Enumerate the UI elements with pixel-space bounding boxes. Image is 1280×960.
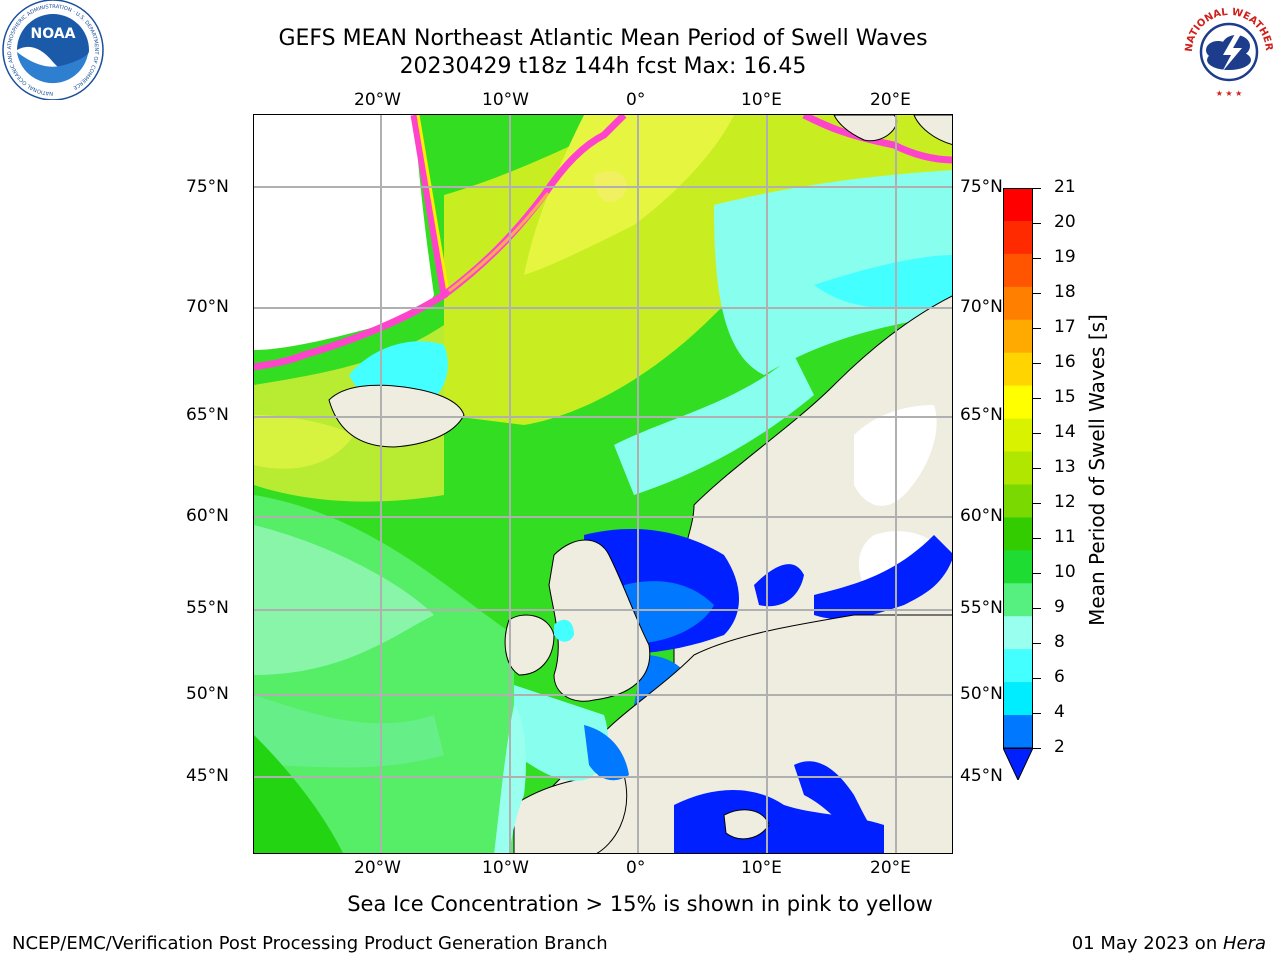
lon-label-10e-bottom: 10°E [741, 858, 782, 878]
colorbar-tick-label: 13 [1054, 457, 1076, 477]
colorbar-tick-label: 8 [1054, 632, 1065, 652]
lon-label-10w-bottom: 10°W [482, 858, 529, 878]
footer-date-text: 01 May 2023 on [1071, 933, 1223, 954]
colorbar-band [1003, 682, 1033, 716]
colorbar-tick-label: 12 [1054, 492, 1076, 512]
lat-label-50n-left: 50°N [186, 684, 229, 704]
colorbar-tick-label: 14 [1054, 422, 1076, 442]
lon-label-20e-top: 20°E [870, 90, 911, 110]
colorbar-tick-label: 9 [1054, 597, 1065, 617]
lon-label-0-bottom: 0° [626, 858, 646, 878]
footer-credit: NCEP/EMC/Verification Post Processing Pr… [12, 933, 608, 954]
svg-text:NOAA: NOAA [31, 26, 76, 42]
colorbar-tick-mark [1033, 573, 1041, 574]
lat-label-60n-left: 60°N [186, 506, 229, 526]
colorbar-tick-mark [1033, 678, 1041, 679]
colorbar-tick-mark [1033, 538, 1041, 539]
lon-label-10w-top: 10°W [482, 90, 529, 110]
colorbar-tick-label: 17 [1054, 317, 1076, 337]
colorbar-tick-mark [1033, 748, 1041, 749]
lon-label-20w-bottom: 20°W [354, 858, 401, 878]
colorbar-tick-label: 19 [1054, 247, 1076, 267]
colorbar-band [1003, 550, 1033, 584]
colorbar-tick-mark [1033, 643, 1041, 644]
colorbar-tick-label: 20 [1054, 212, 1076, 232]
colorbar-tick-mark [1033, 363, 1041, 364]
colorbar-band [1003, 319, 1033, 354]
colorbar-band [1003, 583, 1033, 617]
colorbar-tick-mark [1033, 433, 1041, 434]
colorbar-tick-label: 15 [1054, 387, 1076, 407]
colorbar-band [1003, 352, 1033, 387]
colorbar-tick-mark [1033, 608, 1041, 609]
lat-label-45n-left: 45°N [186, 766, 229, 786]
colorbar-tick-mark [1033, 503, 1041, 504]
lat-label-75n-right: 75°N [960, 177, 1003, 197]
lat-label-65n-left: 65°N [186, 405, 229, 425]
colorbar-tick-mark [1033, 468, 1041, 469]
colorbar-tick-label: 11 [1054, 527, 1076, 547]
forecast-subtitle: 20230429 t18z 144h fcst Max: 16.45 [399, 54, 807, 79]
colorbar-tick-label: 6 [1054, 667, 1065, 687]
lat-label-60n-right: 60°N [960, 506, 1003, 526]
footer-date: 01 May 2023 on Hera [1072, 933, 1266, 954]
map-panel [253, 114, 953, 854]
lat-label-50n-right: 50°N [960, 684, 1003, 704]
map-title: GEFS MEAN Northeast Atlantic Mean Period… [278, 26, 928, 51]
colorbar-tick-mark [1033, 188, 1041, 189]
colorbar-tick-mark [1033, 398, 1041, 399]
colorbar-extension [1003, 747, 1033, 780]
lat-label-55n-left: 55°N [186, 598, 229, 618]
colorbar-tick-label: 18 [1054, 282, 1076, 302]
colorbar-band [1003, 451, 1033, 485]
colorbar-band [1003, 484, 1033, 518]
colorbar-tick-label: 2 [1054, 737, 1065, 757]
lat-label-55n-right: 55°N [960, 598, 1003, 618]
lat-label-70n-left: 70°N [186, 297, 229, 317]
lon-label-0-top: 0° [626, 90, 646, 110]
lat-label-45n-right: 45°N [960, 766, 1003, 786]
map-canvas [254, 115, 952, 853]
colorbar-tick-mark [1033, 258, 1041, 259]
colorbar-tick-label: 10 [1054, 562, 1076, 582]
colorbar-tick-label: 16 [1054, 352, 1076, 372]
noaa-logo: NATIONAL OCEANIC AND ATMOSPHERIC ADMINIS… [2, 0, 104, 100]
colorbar-band [1003, 385, 1033, 420]
sea-ice-note: Sea Ice Concentration > 15% is shown in … [347, 892, 933, 916]
colorbar-band [1003, 517, 1033, 551]
lon-label-10e-top: 10°E [741, 90, 782, 110]
colorbar-tick-label: 21 [1054, 177, 1076, 197]
svg-text:★ ★ ★: ★ ★ ★ [1216, 89, 1243, 98]
colorbar-band [1003, 253, 1033, 288]
nws-logo: NATIONAL WEATHER SERVICE ★ ★ ★ [1178, 0, 1277, 100]
footer-machine: Hera [1222, 933, 1266, 954]
lon-label-20w-top: 20°W [354, 90, 401, 110]
colorbar-band [1003, 715, 1033, 749]
colorbar-band [1003, 188, 1033, 222]
lon-label-20e-bottom: 20°E [870, 858, 911, 878]
colorbar-band [1003, 220, 1033, 255]
colorbar-band [1003, 418, 1033, 453]
colorbar [1003, 188, 1033, 780]
colorbar-tick-mark [1033, 328, 1041, 329]
lat-label-70n-right: 70°N [960, 297, 1003, 317]
colorbar-band [1003, 286, 1033, 321]
colorbar-tick-mark [1033, 713, 1041, 714]
colorbar-outline [1003, 188, 1033, 749]
colorbar-tick-mark [1033, 223, 1041, 224]
colorbar-label: Mean Period of Swell Waves [s] [1085, 314, 1109, 626]
lat-label-65n-right: 65°N [960, 405, 1003, 425]
colorbar-band [1003, 649, 1033, 683]
colorbar-band [1003, 616, 1033, 650]
colorbar-tick-label: 4 [1054, 702, 1065, 722]
lat-label-75n-left: 75°N [186, 177, 229, 197]
colorbar-tick-mark [1033, 293, 1041, 294]
